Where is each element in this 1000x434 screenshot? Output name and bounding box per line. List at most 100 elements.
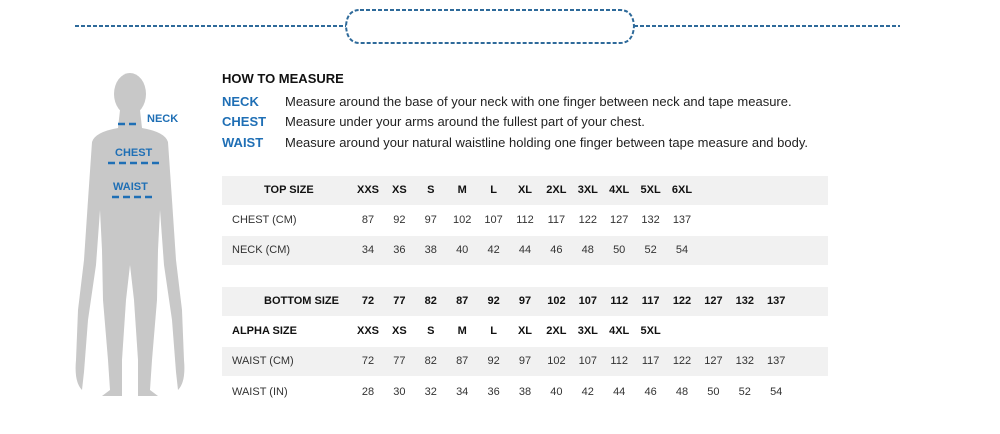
table-cell: 107 [578,355,597,367]
table-cell: 87 [456,295,469,307]
table-cell: 97 [424,214,437,226]
table-cell: 117 [641,295,660,307]
top-size-row: CHEST (CM) 87 92 97 102 107 112 117 122 127 132 137 [222,206,828,235]
table-cell: L [490,184,497,196]
table-cell: 50 [707,386,720,398]
table-cell: 40 [550,386,563,398]
table-cell: 72 [361,355,375,367]
table-cell: XXS [356,184,379,196]
waist-instruction: Measure around your natural waistline ho… [285,135,808,150]
table-cell: 38 [518,386,532,398]
figure-label-chest: CHEST [115,147,153,159]
table-cell: 6XL [671,184,693,196]
table-cell: 3XL [577,184,598,196]
table-cell: 122 [578,214,597,226]
table-cell: 52 [738,386,751,398]
bottom-size-row: WAIST (CM) 72 77 82 87 92 97 102 107 112 117 122 127… [222,347,828,376]
table-cell: 117 [547,214,566,226]
table-cell: 122 [672,295,692,307]
table-cell: 112 [610,355,628,367]
table-cell: 34 [361,244,375,256]
table-cell: S [427,325,435,337]
table-cell: S [427,184,435,196]
table-cell: 82 [424,355,437,367]
top-size-row: TOP SIZE XXS XS S M L XL 2XL 3XL 4XL 5XL 6XL [222,176,828,205]
table-cell: 50 [613,244,626,256]
bottom-size-row: BOTTOM SIZE 72 77 82 87 92 97 102 107 112 117 122 12… [222,287,828,316]
table-cell: 137 [767,355,786,367]
table-cell: 2XL [546,184,567,196]
table-cell: 107 [578,295,597,307]
table-cell: 132 [735,295,754,307]
table-cell: M [457,325,467,337]
table-cell: 122 [672,355,692,367]
table-cell: 102 [547,295,566,307]
table-cell: 42 [581,386,594,398]
table-cell: 4XL [609,325,630,337]
table-cell: 102 [453,214,472,226]
table-cell: XS [392,325,407,337]
table-cell: 87 [361,214,375,226]
table-cell: 127 [704,295,723,307]
table-cell: 48 [675,386,689,398]
table-cell: 5XL [640,325,661,337]
table-cell: 46 [550,244,563,256]
neck-instruction: Measure around the base of your neck wit… [285,94,792,109]
table-cell: 42 [487,244,500,256]
figure-label-waist: WAIST [113,181,148,193]
table-cell: 5XL [640,184,661,196]
table-cell: 77 [393,355,406,367]
table-cell: M [457,184,467,196]
table-cell: 3XL [577,325,598,337]
table-cell: 44 [613,386,626,398]
row-label: NECK (CM) [232,244,291,256]
dashed-header-banner [75,9,900,44]
table-cell: 82 [424,295,437,307]
top-size-row: NECK (CM) 34 36 38 40 42 44 46 48 50 52 54 [222,236,828,265]
table-cell: 92 [487,355,500,367]
table-cell: 102 [547,355,566,367]
table-cell: 28 [361,386,375,398]
table-cell: 2XL [546,325,567,337]
table-cell: 127 [610,214,629,226]
table-cell: 137 [672,214,692,226]
table-cell: 92 [393,214,406,226]
table-cell: 127 [704,355,723,367]
table-cell: 117 [641,355,660,367]
table-cell: XS [392,184,407,196]
table-cell: 132 [641,214,660,226]
table-cell: 52 [644,244,657,256]
table-cell: 77 [393,295,406,307]
table-cell: XL [517,184,533,196]
row-label: CHEST (CM) [232,214,297,226]
table-cell: 72 [361,295,375,307]
how-to-measure-title: HOW TO MEASURE [222,71,344,86]
table-cell: 132 [735,355,754,367]
table-cell: 30 [393,386,406,398]
table-cell: 48 [581,244,594,256]
table-cell: 32 [424,386,437,398]
table-cell: 107 [484,214,503,226]
bottom-size-row: ALPHA SIZE XXS XS S M L XL 2XL 3XL 4XL 5XL [222,317,828,346]
row-label: BOTTOM SIZE [264,295,339,307]
table-cell: 44 [518,244,532,256]
table-cell: 40 [456,244,469,256]
table-cell: 4XL [609,184,630,196]
bottom-size-row: WAIST (IN) 28 30 32 34 36 38 40 42 44 46 48 50 52 54 [222,378,828,407]
table-cell: 87 [456,355,469,367]
table-cell: 54 [770,386,783,398]
body-silhouette [75,73,185,396]
waist-keyword: WAIST [222,135,264,150]
table-cell: 112 [516,214,534,226]
table-cell: 137 [767,295,786,307]
table-cell: 97 [518,295,532,307]
row-label: WAIST (IN) [232,386,288,398]
row-label: TOP SIZE [264,184,314,196]
table-cell: 46 [644,386,657,398]
row-label: ALPHA SIZE [232,325,297,337]
table-cell: 92 [487,295,500,307]
table-cell: 36 [393,244,406,256]
table-cell: XXS [356,325,379,337]
table-cell: 112 [610,295,629,307]
table-cell: 36 [487,386,500,398]
